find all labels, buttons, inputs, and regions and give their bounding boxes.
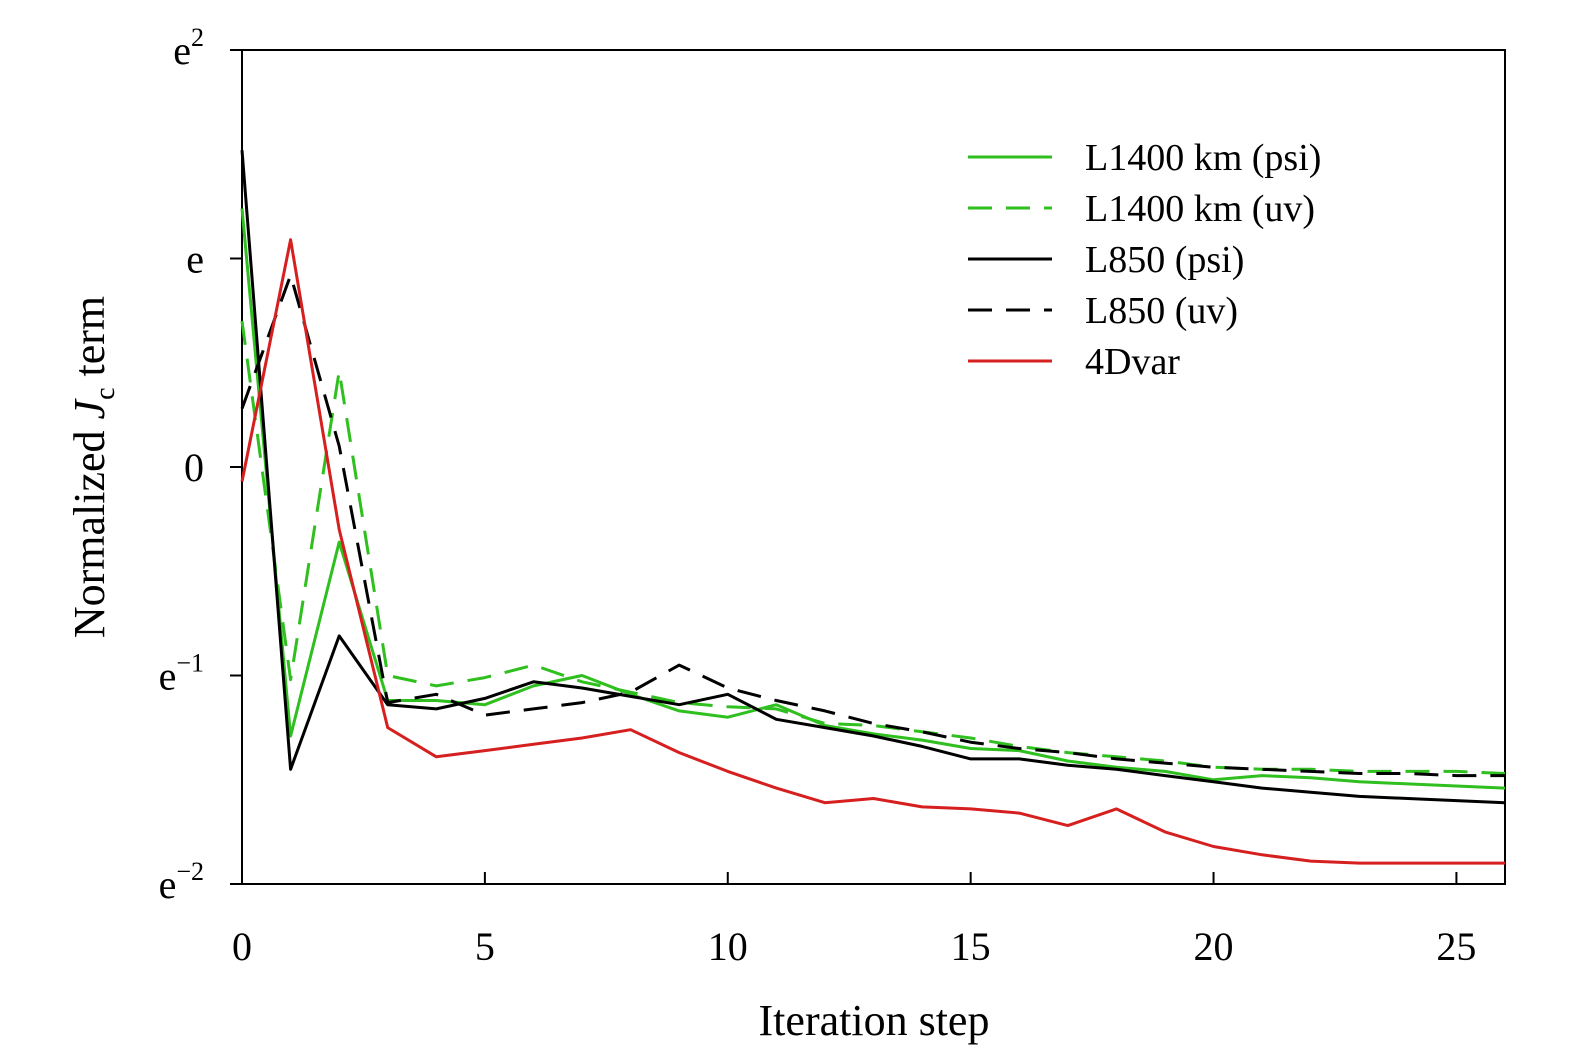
y-tick-label-0: e−2 xyxy=(159,857,204,907)
legend: L1400 km (psi) L1400 km (uv) L850 (psi) L85… xyxy=(968,137,1321,383)
y-tick-label-4: e2 xyxy=(173,23,204,73)
series-line-2 xyxy=(240,149,1506,805)
y-axis-title-suffix: term xyxy=(65,296,114,388)
y-axis-title-prefix: Normalized xyxy=(65,419,114,638)
axis-ticks xyxy=(230,49,1458,885)
series-line-1 xyxy=(240,320,1506,775)
legend-label-4: 4Dvar xyxy=(1085,341,1180,383)
x-tick-label-4: 20 xyxy=(1194,924,1234,969)
x-axis-title: Iteration step xyxy=(759,996,990,1045)
y-axis-title: Normalized Jc term xyxy=(65,296,121,638)
y-tick-label-base: e xyxy=(173,28,191,73)
y-axis-title-subscript: c xyxy=(90,387,121,399)
y-tick-label-exponent: −2 xyxy=(176,857,204,886)
y-axis-title-symbol: J xyxy=(65,397,114,419)
y-tick-label-base: e xyxy=(159,862,177,907)
y-tick-label-base: e xyxy=(186,237,204,282)
series-line-4 xyxy=(240,238,1505,865)
x-tick-label-1: 5 xyxy=(475,924,495,969)
y-tick-label-3: e xyxy=(186,237,204,282)
y-tick-label-exponent: 2 xyxy=(191,23,204,52)
legend-label-1: L1400 km (uv) xyxy=(1085,188,1315,230)
y-tick-label-2: 0 xyxy=(184,445,204,490)
x-tick-label-2: 10 xyxy=(708,924,748,969)
y-tick-label-exponent: −1 xyxy=(176,649,204,678)
legend-label-3: L850 (uv) xyxy=(1085,290,1238,332)
x-tick-label-5: 25 xyxy=(1436,924,1476,969)
legend-label-2: L850 (psi) xyxy=(1085,239,1244,281)
series-line-3 xyxy=(240,273,1505,778)
x-tick-label-3: 15 xyxy=(951,924,991,969)
series-line-0 xyxy=(240,208,1506,790)
legend-label-0: L1400 km (psi) xyxy=(1085,137,1321,179)
x-tick-label-0: 0 xyxy=(232,924,252,969)
y-tick-label-1: e−1 xyxy=(159,649,204,699)
y-tick-label-base: e xyxy=(159,654,177,699)
series-layer xyxy=(240,149,1506,865)
y-tick-label-base: 0 xyxy=(184,445,204,490)
